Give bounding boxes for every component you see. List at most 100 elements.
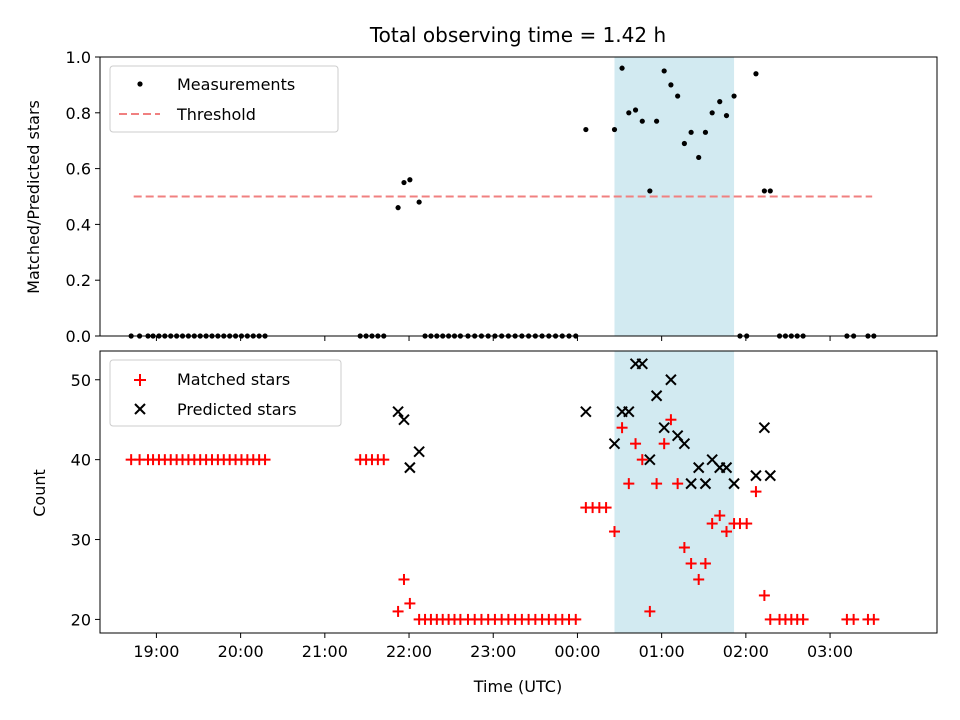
top-plot-frame <box>99 56 938 337</box>
predicted-star-point <box>685 477 697 490</box>
legend-measurements-marker <box>137 81 143 87</box>
top-plot-area <box>99 56 938 339</box>
predicted-star-point <box>758 421 771 434</box>
matched-star-point <box>636 454 648 466</box>
matched-star-point <box>616 422 628 434</box>
top-x-ticks <box>155 336 831 341</box>
matched-star-point <box>868 613 880 625</box>
top-y-axis-label: Matched/Predicted stars <box>24 100 43 294</box>
measurement-point <box>653 118 660 124</box>
predicted-star-point <box>644 453 656 466</box>
bottom-plot-frame <box>99 350 938 634</box>
measurement-point <box>709 110 715 116</box>
top-y-tick-label: 0.4 <box>66 215 91 234</box>
measurement-point <box>767 188 773 194</box>
bottom-y-tick-label: 20 <box>71 610 91 629</box>
predicted-star-point <box>764 469 776 482</box>
bottom-legend: Matched stars Predicted stars <box>109 359 342 427</box>
matched-star-point <box>741 518 753 530</box>
matched-star-point <box>658 438 670 450</box>
top-panel: Total observing time = 1.42 h 0.0 0.2 0.4 0… <box>24 23 938 346</box>
matched-star-point <box>685 557 697 569</box>
bottom-panel: 20 30 40 50 19:00 20:00 21:00 22:00 23:00 00:00 0… <box>30 350 938 696</box>
predicted-star-point <box>699 477 712 490</box>
matched-star-point <box>630 438 642 450</box>
top-y-tick-label: 0.2 <box>66 271 91 290</box>
measurement-point <box>675 93 681 99</box>
matched-star-point <box>764 613 776 625</box>
bottom-x-tick-label: 20:00 <box>218 642 264 661</box>
bottom-x-tick-label: 02:00 <box>723 642 769 661</box>
legend-matched-marker <box>134 374 146 386</box>
matched-star-point <box>398 573 410 585</box>
measurement-point <box>668 82 674 88</box>
bottom-x-tick-label: 03:00 <box>807 642 853 661</box>
matched-star-point <box>797 613 809 625</box>
matched-star-point <box>570 613 582 625</box>
top-legend-box <box>109 65 339 133</box>
legend-measurements-label: Measurements <box>177 75 295 94</box>
predicted-star-point <box>678 437 691 450</box>
predicted-star-point <box>404 461 416 474</box>
top-legend: Measurements Threshold <box>109 65 339 133</box>
matched-star-point <box>259 454 271 466</box>
matched-star-point <box>848 613 860 625</box>
predicted-star-point <box>650 390 663 402</box>
predicted-star-point <box>623 406 635 418</box>
top-y-tick-label: 0.6 <box>66 160 91 179</box>
matched-star-point <box>672 478 684 490</box>
measurement-point <box>702 129 709 135</box>
predicted-star-point <box>665 374 677 386</box>
matched-star-point <box>714 510 726 522</box>
measurement-point <box>647 188 653 194</box>
measurement-point <box>401 179 407 186</box>
predicted-star-point <box>636 358 648 370</box>
measurement-point <box>661 68 667 74</box>
measurement-point <box>583 126 589 133</box>
measurement-point <box>611 126 618 133</box>
matched-star-point <box>651 478 663 490</box>
matched-star-point <box>644 605 656 617</box>
top-y-tick-label: 1.0 <box>66 48 91 67</box>
matched-star-point <box>720 526 732 538</box>
predicted-star-point <box>658 421 670 434</box>
matched-star-point <box>678 542 690 554</box>
measurement-point <box>619 65 625 71</box>
bottom-y-ticks: 20 30 40 50 <box>71 371 100 629</box>
measurement-point <box>626 110 632 116</box>
top-y-ticks: 0.0 0.2 0.4 0.6 0.8 1.0 <box>66 48 100 346</box>
measurement-point <box>632 107 639 113</box>
predicted-star-point <box>720 461 733 474</box>
legend-predicted-label: Predicted stars <box>177 400 297 419</box>
matched-star-point <box>378 454 390 466</box>
bottom-y-tick-label: 50 <box>71 371 91 390</box>
top-panel-title: Total observing time = 1.42 h <box>369 23 666 47</box>
predicted-star-point <box>392 406 404 418</box>
measurement-point <box>696 154 702 161</box>
matched-star-point <box>665 414 677 426</box>
matched-star-point <box>758 589 770 601</box>
predicted-star-point <box>728 477 740 490</box>
measurement-point <box>731 93 737 99</box>
bottom-x-tick-label: 00:00 <box>554 642 600 661</box>
predicted-star-point <box>413 445 425 458</box>
measurement-point <box>688 129 694 135</box>
bottom-y-tick-label: 40 <box>71 451 91 470</box>
measurement-point <box>395 205 401 211</box>
matched-star-point <box>600 502 612 514</box>
bottom-legend-box <box>109 359 342 427</box>
matched-star-point <box>693 573 705 585</box>
bottom-x-tick-label: 19:00 <box>133 642 179 661</box>
legend-matched-label: Matched stars <box>177 370 290 389</box>
matched-star-point <box>623 478 635 490</box>
bottom-plot-area <box>99 350 938 634</box>
measurement-point <box>723 112 730 119</box>
top-y-tick-label: 0.0 <box>66 327 91 346</box>
bottom-x-ticks: 19:00 20:00 21:00 22:00 23:00 00:00 01:00 02:00… <box>133 633 853 661</box>
bottom-y-axis-label: Count <box>30 469 49 517</box>
matched-star-point <box>608 526 620 538</box>
matched-star-point <box>404 597 416 609</box>
matched-star-point <box>699 557 711 569</box>
top-marks <box>128 65 877 339</box>
